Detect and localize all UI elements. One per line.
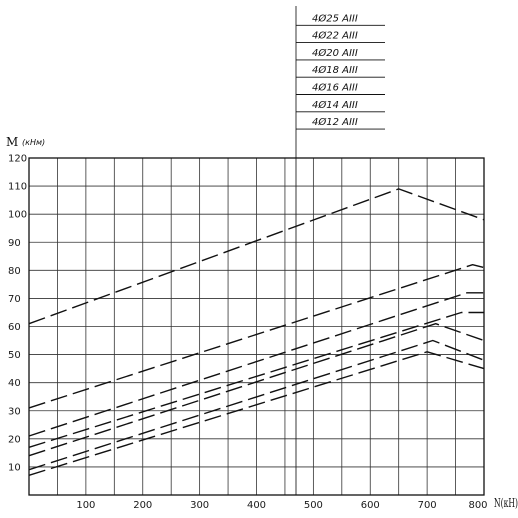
- series-line: [28, 311, 484, 448]
- x-tick-label: 100: [76, 500, 95, 511]
- y-axis-label: M: [6, 135, 18, 149]
- y-tick-label: 120: [8, 154, 27, 165]
- y-tick-label: 10: [8, 462, 21, 473]
- series-line: [28, 351, 485, 476]
- x-tick-label: 200: [133, 500, 152, 511]
- x-tick-label: 800: [468, 500, 487, 511]
- y-tick-label: 90: [8, 238, 21, 249]
- y-tick-label: 100: [8, 210, 27, 221]
- y-tick-label: 30: [8, 406, 21, 417]
- x-tick-label: 500: [304, 500, 323, 511]
- legend-entry: 4Ø12 AIII: [312, 116, 358, 128]
- y-tick-label: 40: [8, 378, 21, 389]
- legend: 4Ø25 AIII 4Ø22 AIII 4Ø20 AIII 4Ø18 AIII 4Ø16…: [296, 12, 385, 130]
- y-tick-label: 20: [8, 434, 21, 445]
- axes: [28, 157, 485, 496]
- series-line: [28, 323, 485, 457]
- legend-entry: 4Ø25 AIII: [312, 12, 358, 24]
- legend-entry: 4Ø16 AIII: [312, 82, 358, 94]
- legend-entry: 4Ø22 AIII: [312, 30, 358, 42]
- x-tick-label: 400: [247, 500, 266, 511]
- series-line: [28, 292, 484, 437]
- y-axis-unit: (кНм): [22, 138, 45, 147]
- y-tick-label: 50: [8, 350, 21, 361]
- y-tick-label: 80: [8, 266, 21, 277]
- legend-entry: 4Ø20 AIII: [312, 47, 358, 59]
- y-tick-labels: 10 20 30 40 50 60 70 80 90 100 110 120: [8, 154, 27, 474]
- y-tick-label: 110: [8, 182, 27, 193]
- series-line: [28, 339, 485, 471]
- series-lines: [28, 188, 485, 476]
- legend-entry: 4Ø18 AIII: [312, 64, 358, 76]
- x-tick-label: 700: [418, 500, 437, 511]
- y-tick-label: 60: [8, 322, 21, 333]
- series-line: [28, 188, 485, 325]
- x-tick-label: 300: [190, 500, 209, 511]
- x-axis-label: N(кН): [494, 496, 518, 510]
- series-line: [28, 264, 485, 409]
- plot-frame: [28, 157, 485, 496]
- x-tick-labels: 100 200 300 400 500 600 700 800: [76, 500, 487, 511]
- y-tick-label: 70: [8, 294, 21, 305]
- legend-entry: 4Ø14 AIII: [312, 99, 358, 111]
- x-tick-label: 600: [361, 500, 380, 511]
